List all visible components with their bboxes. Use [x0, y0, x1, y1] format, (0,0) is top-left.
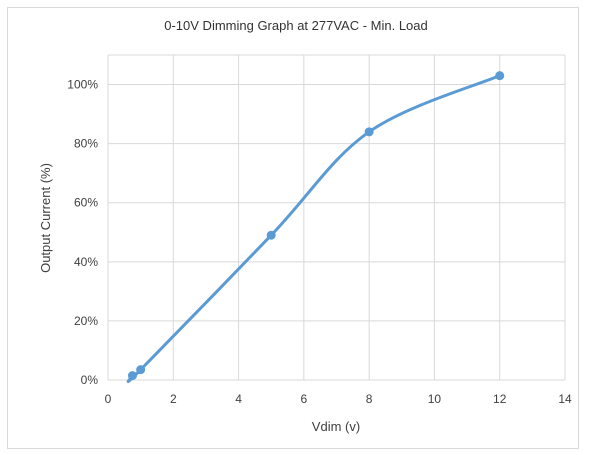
data-point — [266, 230, 276, 240]
chart-title: 0-10V Dimming Graph at 277VAC - Min. Loa… — [164, 18, 428, 33]
y-tick-label: 20% — [74, 314, 98, 328]
y-tick-label: 60% — [74, 196, 98, 210]
x-tick-label: 6 — [301, 392, 308, 406]
y-tick-label: 100% — [67, 78, 98, 92]
x-tick-label: 8 — [366, 392, 373, 406]
grid-lines — [107, 54, 566, 381]
data-point — [495, 71, 505, 81]
series-line — [126, 74, 502, 384]
x-tick-label: 4 — [235, 392, 242, 406]
x-tick-label: 2 — [170, 392, 177, 406]
y-tick-label: 40% — [74, 255, 98, 269]
x-tick-label: 12 — [493, 392, 507, 406]
series-group — [126, 71, 505, 384]
y-tick-labels: 0% 20% 40% 60% 80% 100% — [67, 78, 98, 387]
x-tick-label: 14 — [558, 392, 572, 406]
x-tick-labels: 0 2 4 6 8 10 12 14 — [105, 392, 572, 406]
y-tick-label: 80% — [74, 137, 98, 151]
x-axis-label: Vdim (v) — [312, 419, 360, 434]
data-point — [364, 127, 374, 137]
data-point — [136, 365, 146, 375]
y-tick-label: 0% — [81, 373, 99, 387]
y-axis-label: Output Current (%) — [38, 163, 53, 273]
data-point — [127, 371, 137, 381]
x-tick-label: 0 — [105, 392, 112, 406]
x-tick-label: 10 — [428, 392, 442, 406]
